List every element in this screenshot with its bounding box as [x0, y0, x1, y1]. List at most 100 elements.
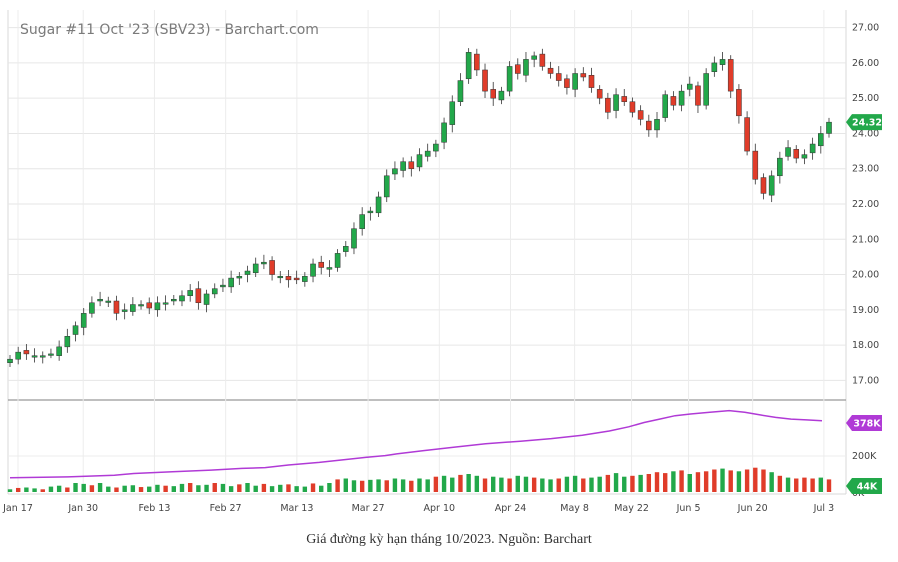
volume-bar — [294, 486, 299, 492]
volume-bar — [761, 469, 766, 492]
candle-body — [138, 304, 144, 307]
candle-body — [818, 133, 824, 147]
volume-bar — [368, 479, 373, 492]
candle-body — [572, 73, 578, 90]
candle-body — [211, 288, 218, 295]
candle-body — [383, 175, 390, 198]
volume-tick-label: 200K — [852, 451, 877, 462]
volume-bar — [744, 469, 750, 492]
candle-body — [400, 161, 406, 171]
volume-bar — [589, 477, 594, 492]
candle-body — [293, 277, 300, 281]
candle-body — [195, 288, 202, 304]
candle-body — [433, 143, 439, 152]
candle-body — [686, 83, 693, 90]
last-price-badge: 24.32 — [846, 114, 882, 131]
volume-bar — [605, 474, 611, 492]
volume-bar — [622, 476, 627, 492]
candle-body — [678, 90, 685, 106]
candle-body — [367, 210, 374, 214]
volume-bar — [7, 489, 13, 492]
candle-body — [474, 53, 480, 71]
volume-bar — [417, 478, 422, 492]
date-tick-label: Mar 27 — [352, 503, 385, 514]
date-tick-label: Feb 27 — [210, 503, 242, 514]
volume-bar — [663, 473, 668, 492]
date-tick-label: Feb 13 — [138, 503, 170, 514]
candle-body — [637, 110, 644, 120]
volume-bar — [261, 483, 267, 492]
candle-body — [154, 302, 161, 311]
candle-body — [269, 260, 275, 275]
date-tick-label: Apr 10 — [424, 503, 456, 514]
volume-bar — [24, 487, 29, 492]
candle-body — [72, 325, 79, 335]
volume-bar — [89, 485, 95, 492]
candle-body — [588, 75, 595, 88]
date-tick-label: Jan 30 — [67, 503, 98, 514]
volume-bar — [220, 483, 226, 492]
candle-body — [465, 52, 472, 80]
candle-body — [555, 73, 562, 81]
candle-body — [318, 261, 325, 268]
price-tick-label: 22.00 — [852, 199, 879, 210]
candle-body — [252, 263, 259, 274]
volume-bar — [646, 474, 652, 492]
candle-body — [736, 89, 742, 117]
volume-bar — [310, 483, 316, 492]
volume-bar — [319, 485, 324, 492]
candle-body — [768, 175, 775, 196]
candle-body — [711, 62, 718, 72]
candle-body — [752, 150, 759, 180]
volume-bar — [507, 478, 512, 492]
figure-caption: Giá đường kỳ hạn tháng 10/2023. Nguồn: B… — [306, 532, 592, 547]
volume-bar — [572, 475, 578, 492]
price-tick-label: 19.00 — [852, 305, 879, 316]
candle-body — [220, 284, 226, 288]
candle-body — [809, 143, 816, 154]
volume-bar — [335, 479, 340, 492]
candle-body — [326, 267, 333, 270]
volume-bar — [359, 480, 365, 492]
volume-bar — [32, 488, 37, 492]
candle-body — [97, 298, 103, 302]
volume-bar — [482, 478, 488, 492]
volume-bar — [540, 478, 545, 492]
volume-bar — [466, 474, 471, 492]
volume-bar — [163, 485, 168, 492]
candle-body — [39, 355, 46, 358]
candle-body — [564, 78, 570, 88]
volume-bar — [48, 486, 54, 492]
date-tick-label: Jul 3 — [813, 503, 835, 514]
volume-bar — [409, 480, 414, 492]
volume-bar — [302, 486, 308, 492]
date-tick-label: Apr 24 — [495, 503, 527, 514]
candle-body — [654, 119, 660, 131]
volume-bar — [187, 483, 193, 492]
candle-body — [261, 261, 267, 265]
volume-bar — [56, 485, 62, 492]
volume-bar — [351, 480, 357, 492]
candle-body — [826, 121, 832, 134]
volume-bar — [147, 486, 152, 492]
volume-bar — [679, 470, 684, 492]
candle-body — [744, 117, 750, 152]
volume-bar — [204, 484, 209, 492]
volume-bar — [179, 483, 185, 492]
candle-body — [285, 276, 292, 281]
candle-body — [547, 67, 554, 74]
volume-bar — [515, 475, 520, 492]
candle-body — [498, 90, 505, 101]
candle-body — [646, 120, 652, 131]
volume-bar — [564, 476, 570, 492]
volume-bar — [769, 472, 774, 492]
price-chart: Sugar #11 Oct '23 (SBV23) - Barchart.com… — [2, 10, 882, 514]
candle-body — [424, 150, 431, 157]
candle-body — [302, 276, 308, 282]
price-tick-label: 18.00 — [852, 340, 879, 351]
volume-bar — [122, 485, 127, 492]
date-tick-label: Jun 5 — [676, 503, 701, 514]
volume-bar — [392, 478, 398, 492]
candle-body — [146, 302, 153, 309]
volume-bar — [228, 486, 234, 492]
